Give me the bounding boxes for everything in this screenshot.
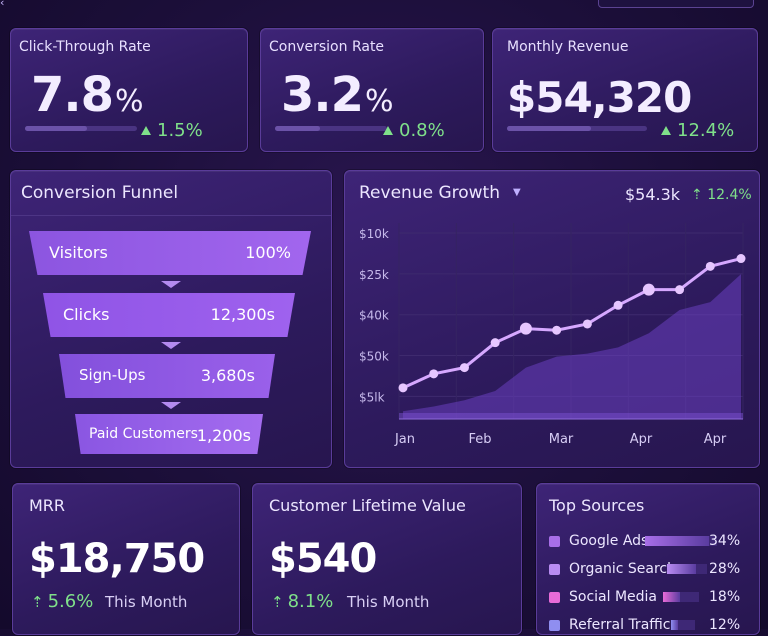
revenue-line <box>402 257 742 390</box>
source-bar <box>671 620 695 630</box>
data-point <box>705 261 715 271</box>
y-tick-label: $10k <box>359 227 389 241</box>
mrr-title: MRR <box>29 496 66 515</box>
kpi-title: Conversion Rate <box>269 39 385 55</box>
source-swatch <box>549 592 560 603</box>
source-bar <box>663 592 699 602</box>
data-point <box>429 369 439 379</box>
trend-up-icon <box>141 126 151 135</box>
y-tick-label: $40k <box>359 309 389 323</box>
top-bar: ‹ <box>0 0 768 10</box>
trend-up-icon: ⇡ <box>31 593 44 611</box>
top-search-field[interactable] <box>598 0 754 8</box>
mrr-delta: ⇡ 5.6% <box>31 591 94 612</box>
source-bar-fill <box>671 620 679 630</box>
source-bar-fill <box>663 592 680 602</box>
clv-value: $540 <box>269 536 377 582</box>
trend-up-icon <box>383 126 393 135</box>
top-sources-card: Top Sources Google Ads 34% Organic Searc… <box>536 483 760 635</box>
source-swatch <box>549 620 560 631</box>
kpi-progress-bar <box>25 126 137 131</box>
funnel-arrow-icon <box>161 281 181 288</box>
funnel-step-visitors[interactable]: Visitors 100% <box>29 231 311 275</box>
mrr-card: MRR $18,750 ⇡ 5.6% This Month <box>12 483 240 635</box>
trend-up-icon: ⇡ <box>271 593 284 611</box>
kpi-title: Monthly Revenue <box>507 39 629 55</box>
x-tick-label: Feb <box>468 432 491 447</box>
x-tick-label: Mar <box>549 432 574 447</box>
kpi-card-conversion: Conversion Rate 3.2% 0.8% <box>260 28 484 152</box>
dropdown-caret-icon[interactable]: ▼ <box>513 187 521 198</box>
data-point <box>736 254 746 264</box>
kpi-value: 3.2% <box>281 67 394 123</box>
source-swatch <box>549 536 560 547</box>
kpi-value: 7.8% <box>31 67 144 123</box>
revenue-chart: $10k $25k $40k $50k $5lk Jan Feb Mar Apr Apr <box>359 223 746 447</box>
data-point <box>552 325 562 335</box>
funnel-step-paid[interactable]: Paid Customers 1,200s <box>75 414 263 454</box>
source-bar-fill <box>667 564 697 574</box>
x-tick-label: Apr <box>630 432 653 447</box>
source-bar <box>667 564 707 574</box>
sources-title: Top Sources <box>549 496 645 515</box>
kpi-progress-bar <box>507 126 647 131</box>
revenue-area <box>403 274 741 419</box>
back-chevron-icon[interactable]: ‹ <box>0 0 5 9</box>
data-point <box>582 319 592 329</box>
y-tick-label: $50k <box>359 350 389 364</box>
funnel-step-signups[interactable]: Sign-Ups 3,680s <box>59 354 275 398</box>
source-bar-fill <box>645 536 709 546</box>
kpi-progress-fill <box>25 126 87 131</box>
trend-up-icon <box>661 126 671 135</box>
revenue-delta: ⇡ 12.4% <box>691 187 752 203</box>
data-point <box>675 285 685 295</box>
baseline-band <box>399 413 743 419</box>
kpi-card-revenue: Monthly Revenue $54,320 12.4% <box>492 28 758 152</box>
revenue-total: $54.3k <box>625 185 681 204</box>
revenue-growth-panel: Revenue Growth ▼ $54.3k ⇡ 12.4% $10k $25k… <box>344 170 760 468</box>
funnel-arrow-icon <box>161 342 181 349</box>
kpi-delta: 12.4% <box>661 120 734 141</box>
kpi-delta: 1.5% <box>141 120 203 141</box>
y-tick-label: $5lk <box>359 390 385 404</box>
data-point <box>490 338 500 348</box>
kpi-title: Click-Through Rate <box>19 39 151 55</box>
y-tick-label: $25k <box>359 268 389 282</box>
divider <box>11 215 331 216</box>
data-point <box>459 363 469 373</box>
clv-delta: ⇡ 8.1% <box>271 591 334 612</box>
source-bar <box>645 536 717 546</box>
clv-subtitle: This Month <box>347 593 430 611</box>
revenue-title: Revenue Growth <box>359 183 500 203</box>
kpi-progress-fill <box>507 126 591 131</box>
kpi-value: $54,320 <box>507 73 692 122</box>
source-swatch <box>549 564 560 575</box>
kpi-progress-bar <box>275 126 387 131</box>
funnel-arrow-icon <box>161 402 181 409</box>
trend-up-icon: ⇡ <box>691 187 703 203</box>
kpi-progress-fill <box>275 126 320 131</box>
data-point <box>398 383 408 393</box>
conversion-funnel-panel: Conversion Funnel Visitors 100% Clicks 12,… <box>10 170 332 468</box>
funnel-title: Conversion Funnel <box>21 183 179 203</box>
x-tick-label: Apr <box>704 432 727 447</box>
mrr-subtitle: This Month <box>105 593 188 611</box>
mrr-value: $18,750 <box>29 536 205 582</box>
clv-card: Customer Lifetime Value $540 ⇡ 8.1% This … <box>252 483 522 635</box>
kpi-delta: 0.8% <box>383 120 445 141</box>
x-tick-label: Jan <box>394 432 415 447</box>
data-point <box>613 300 623 310</box>
clv-title: Customer Lifetime Value <box>269 496 466 515</box>
kpi-card-ctr: Click-Through Rate 7.8% 1.5% <box>10 28 248 152</box>
funnel-step-clicks[interactable]: Clicks 12,300s <box>43 293 295 337</box>
data-point <box>642 283 655 296</box>
data-point <box>519 322 532 335</box>
